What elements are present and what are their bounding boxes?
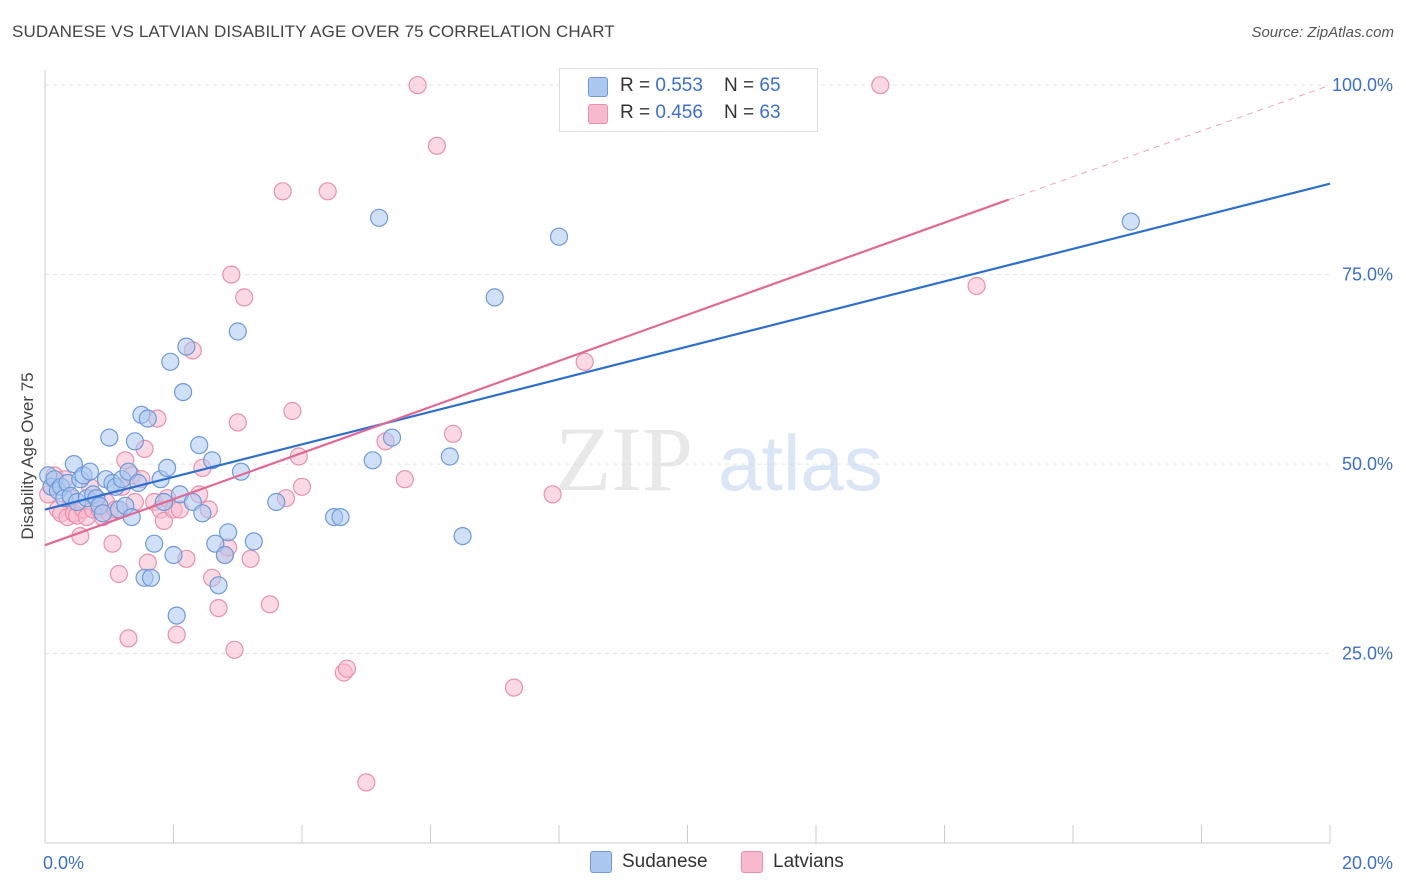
sudanese-trend-line	[44, 182, 1331, 511]
y-tick-label-3: 100.0%	[1332, 75, 1393, 95]
legend-item-latvians: Latvians	[741, 851, 844, 873]
stats-legend: R = 0.553 N = 65 R = 0.456 N = 63	[559, 68, 818, 132]
axes	[44, 70, 1331, 844]
watermark-zip: ZIP	[555, 408, 693, 510]
r-label: R =	[620, 102, 656, 123]
sudanese-point-38	[164, 545, 183, 565]
legend-label-sudanese: Sudanese	[622, 851, 708, 872]
latvians-point-45	[209, 598, 228, 618]
latvians-point-54	[273, 182, 292, 201]
r-label: R =	[620, 75, 656, 96]
sudanese-point-54	[267, 492, 286, 512]
legend-item-sudanese: Sudanese	[590, 851, 708, 873]
trend-lines	[44, 84, 1331, 547]
latvians-point-71	[871, 76, 890, 95]
latvians-point-67	[443, 424, 463, 443]
sudanese-point-33	[145, 534, 164, 553]
y-tick-label-1: 50.0%	[1342, 454, 1393, 474]
sudanese-point-36	[158, 458, 177, 477]
sudanese-point-62	[485, 288, 504, 307]
latvians-point-51	[235, 288, 254, 307]
series-legend: Sudanese Latvians	[0, 851, 1406, 877]
chart-title: SUDANESE VS LATVIAN DISABILITY AGE OVER …	[12, 22, 615, 41]
latvians-trend-line	[44, 198, 1010, 547]
sudanese-legend-swatch	[590, 851, 612, 873]
sudanese-point-57	[363, 451, 382, 470]
sudanese-point-37	[161, 352, 180, 371]
latvians-point-69	[543, 485, 562, 504]
sudanese-point-61	[453, 526, 472, 546]
r-value: 0.553	[655, 75, 703, 96]
latvians-point-56	[283, 401, 302, 421]
latvians-swatch	[588, 104, 608, 124]
x-tick-label-start: 0.0%	[43, 853, 84, 873]
r-value: 0.456	[655, 102, 703, 123]
sudanese-point-49	[215, 545, 234, 565]
latvians-point-49	[225, 640, 244, 659]
sudanese-point-39	[167, 606, 186, 625]
latvians-point-25	[119, 629, 138, 648]
sudanese-point-63	[549, 227, 569, 246]
sudanese-swatch	[588, 77, 608, 97]
sudanese-point-51	[228, 322, 247, 341]
n-value: 63	[759, 102, 781, 123]
y-tick-label-0: 25.0%	[1342, 644, 1393, 664]
latvians-point-70	[575, 352, 594, 371]
sudanese-point-46	[203, 451, 222, 470]
latvians-point-22	[109, 564, 129, 584]
y-tick-labels: 25.0% 50.0% 75.0% 100.0%	[1332, 75, 1393, 663]
sudanese-point-19	[100, 428, 119, 447]
sudanese-point-56	[331, 507, 350, 527]
watermark: ZIP atlas	[555, 408, 883, 510]
latvians-point-59	[318, 182, 337, 201]
latvians-point-50	[228, 413, 247, 432]
y-axis-label: Disability Age Over 75	[18, 372, 37, 539]
sudanese-point-60	[440, 447, 459, 466]
legend-label-latvians: Latvians	[773, 851, 844, 872]
latvians-point-61	[337, 659, 357, 678]
sudanese-point-53	[244, 532, 263, 551]
sudanese-point-17	[93, 504, 112, 523]
latvians-point-37	[167, 625, 186, 644]
latvians-point-20	[103, 534, 122, 553]
latvians-legend-swatch	[741, 851, 763, 873]
latvians-point-53	[260, 595, 279, 614]
sudanese-point-42	[177, 337, 196, 356]
latvians-point-30	[138, 553, 157, 572]
latvians-point-72	[967, 276, 986, 296]
latvians-point-64	[395, 470, 414, 489]
sudanese-point-31	[138, 409, 157, 428]
sudanese-point-13	[80, 462, 100, 481]
sudanese-point-45	[193, 504, 212, 523]
sudanese-point-28	[129, 473, 148, 493]
sudanese-point-48	[209, 576, 228, 595]
n-label: N =	[724, 102, 760, 123]
y-tick-label-2: 75.0%	[1342, 265, 1393, 285]
sudanese-point-44	[190, 436, 209, 455]
chart-source: Source: ZipAtlas.com	[1251, 24, 1394, 41]
x-tick-labels: 0.0% 20.0%	[43, 853, 1393, 873]
sudanese-point-41	[174, 383, 193, 402]
latvians-point-52	[241, 549, 260, 568]
latvians-point-68	[504, 678, 524, 697]
x-tick-label-end: 20.0%	[1342, 853, 1393, 873]
latvians-trend-extension	[1008, 84, 1331, 201]
latvians-point-66	[427, 136, 446, 155]
watermark-atlas: atlas	[718, 419, 883, 507]
grid-lines	[45, 84, 1330, 655]
n-value: 65	[759, 75, 781, 96]
sudanese-point-64	[1121, 212, 1140, 231]
sudanese-point-58	[370, 208, 389, 227]
latvians-point-58	[292, 477, 312, 496]
n-label: N =	[724, 75, 760, 96]
sudanese-point-50	[219, 523, 238, 542]
latvians-point-48	[222, 265, 241, 284]
latvians-point-62	[357, 773, 376, 792]
sudanese-point-59	[382, 428, 402, 447]
sudanese-point-32	[141, 568, 161, 587]
latvians-point-65	[408, 76, 427, 95]
sudanese-point-27	[125, 432, 144, 451]
